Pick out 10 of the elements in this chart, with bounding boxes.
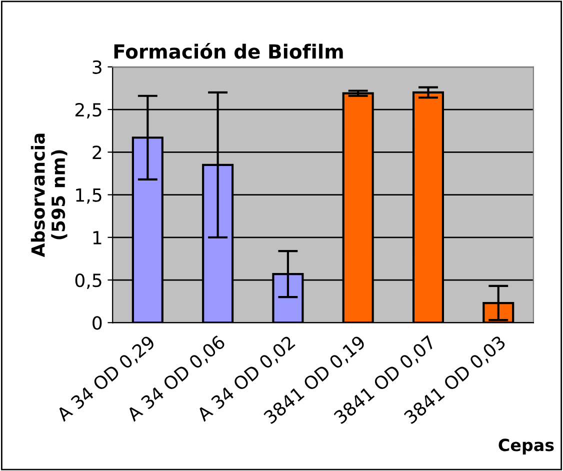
- y-tick-label: 0: [92, 316, 102, 330]
- y-tick-label: 2,5: [75, 102, 102, 118]
- y-tick-label: 1: [93, 231, 102, 244]
- y-tick-label: 3: [92, 60, 102, 74]
- y-tick-label: 0,5: [75, 273, 102, 289]
- y-tick-label: 1,5: [76, 188, 102, 204]
- y-axis-title: Absorvancia (595 nm): [30, 134, 68, 258]
- y-tick-label: 2: [92, 146, 102, 159]
- chart-title: Formación de Biofilm: [114, 42, 343, 59]
- x-axis-title: Cepas: [498, 438, 554, 455]
